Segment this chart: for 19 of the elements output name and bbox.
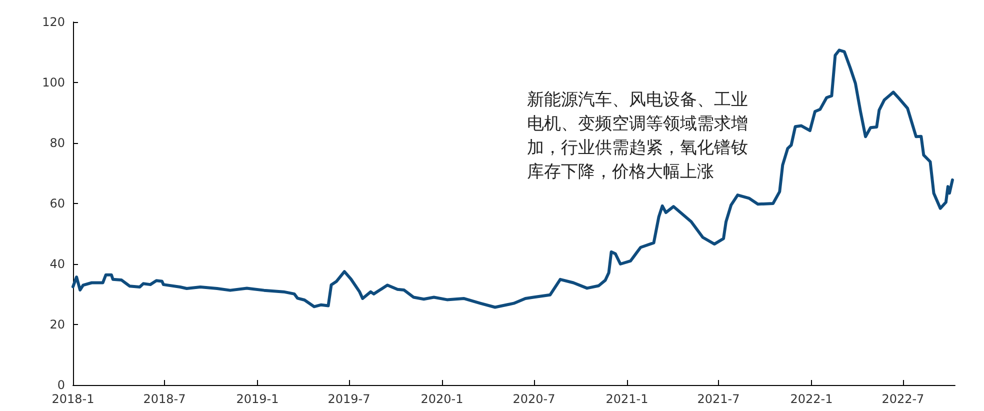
y-tick-label: 120 <box>42 15 65 29</box>
y-tick-label: 60 <box>50 196 65 210</box>
x-tick-label: 2019-7 <box>328 392 370 406</box>
x-tick-label: 2020-1 <box>420 392 464 406</box>
annotation: 新能源汽车、风电设备、工业电机、变频空调等领域需求增加，行业供需趋紧，氧化镨钕库存下降，价格大幅上涨 <box>527 90 748 182</box>
x-tick-label: 2018-7 <box>143 392 186 406</box>
x-tick-label: 2019-1 <box>236 392 279 406</box>
x-tick-label: 2018-1 <box>52 392 94 406</box>
y-tick-label: 20 <box>50 318 65 332</box>
y-tick-label: 80 <box>50 136 65 150</box>
y-tick-label: 40 <box>50 257 65 271</box>
y-tick-label: 0 <box>57 378 65 392</box>
x-tick-label: 2021-7 <box>697 392 740 406</box>
x-tick-label: 2022-1 <box>790 392 833 406</box>
x-tick-label: 2021-1 <box>606 392 648 406</box>
y-tick-label: 100 <box>42 76 65 90</box>
x-tick-label: 2022-7 <box>882 392 924 406</box>
line-series <box>72 48 954 309</box>
x-tick-label: 2020-7 <box>512 392 556 406</box>
